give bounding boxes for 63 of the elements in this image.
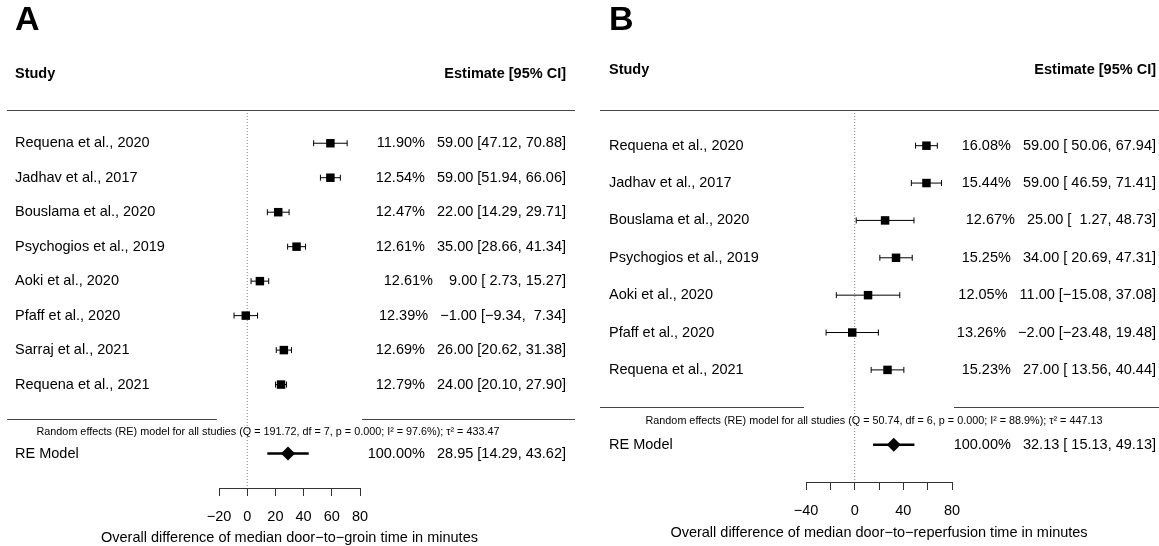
point [292,242,301,251]
y-tick-label: Bouslama et al., 2020 [15,203,156,220]
y-tick-label: Jadhav et al., 2017 [609,174,732,191]
y-tick-label: Psychogios et al., 2019 [609,248,759,265]
x-tick-label: 40 [895,501,912,518]
point [880,216,890,225]
data-label: 12.79% 24.00 [20.10, 27.90] [375,375,566,392]
y-tick-label: Sarraj et al., 2021 [15,341,130,358]
point [922,178,931,188]
annotation: Random effects (RE) model for all studies (Q = 191.72, df = 7, p = 0.000; I² = 97.6%); τ² = 433.47 [36,425,500,438]
annotation: Random effects (RE) model for all studies (Q = 50.74, df = 6, p = 0.000; I² = 88.9%); τ² = 447.13 [645,414,1103,427]
y-tick-label: Jadhav et al., 2017 [15,168,138,185]
y-tick-label: Requena et al., 2021 [15,375,150,392]
data-label: 15.23% 27.00 [ 13.56, 40.44] [961,360,1156,377]
x-tick-label: 0 [850,501,859,518]
point [883,365,892,375]
point [847,328,857,337]
data-label: 11.90% 59.00 [47.12, 70.88] [376,134,566,151]
y-axis-title: Study [609,61,650,77]
y-axis-title: Study [15,65,56,81]
text: 100.00% 28.95 [14.29, 43.62] [367,444,566,461]
data-label: 13.26% −2.00 [−23.48, 19.48] [956,323,1156,340]
data-label: 12.39% −1.00 [−9.34, 7.34] [378,306,566,323]
data-label: 12.47% 22.00 [14.29, 29.71] [375,203,566,220]
y-tick-label: Requena et al., 2021 [609,360,744,377]
y-tick-label: RE Model [609,435,673,452]
y-tick-label: Aoki et al., 2020 [609,286,713,303]
x-tick-label: −20 [206,507,232,524]
data-label: 12.69% 26.00 [20.62, 31.38] [375,341,566,358]
x-axis-title: Overall difference of median door−to−groin time in minutes [101,529,478,545]
chart-title: A [15,0,40,37]
text: Estimate [95% CI] [444,65,567,81]
y-tick-label: Requena et al., 2020 [609,136,744,153]
y-tick-label: Psychogios et al., 2019 [15,237,165,254]
point [326,173,335,182]
data-label: 16.08% 59.00 [ 50.06, 67.94] [961,136,1156,153]
y-tick-label: RE Model [15,444,79,461]
y-tick-label: Aoki et al., 2020 [15,272,119,289]
y-tick-label: Pfaff et al., 2020 [15,306,121,323]
data-label: 12.61% 35.00 [28.66, 41.34] [375,237,566,254]
chart-title: B [609,0,634,37]
x-tick-label: 20 [267,507,284,524]
x-tick-label: 40 [295,507,312,524]
x-axis-title: Overall difference of median door−to−reperfusion time in minutes [670,524,1088,540]
y-tick-label: Pfaff et al., 2020 [609,323,715,340]
x-tick-label: −40 [793,501,819,518]
x-tick-label: 60 [323,507,340,524]
x-tick-label: 80 [351,507,369,524]
y-tick-label: Bouslama et al., 2020 [609,211,750,228]
data-label: 12.61% 9.00 [ 2.73, 15.27] [383,272,566,289]
data-label: 12.67% 25.00 [ 1.27, 48.73] [965,211,1156,228]
data-label: 15.25% 34.00 [ 20.69, 47.31] [961,248,1156,265]
text: 100.00% 32.13 [ 15.13, 49.13] [953,435,1156,452]
text: Estimate [95% CI] [1034,61,1157,77]
data-label: 15.44% 59.00 [ 46.59, 71.41] [961,174,1156,191]
data-label: 12.54% 59.00 [51.94, 66.06] [375,168,566,185]
point [922,141,931,150]
point [326,139,335,148]
point [241,311,251,320]
x-tick-label: 80 [943,501,961,518]
x-tick-label: 0 [243,507,252,524]
data-label: 12.05% 11.00 [−15.08, 37.08] [958,286,1156,303]
y-tick-label: Requena et al., 2020 [15,134,150,151]
